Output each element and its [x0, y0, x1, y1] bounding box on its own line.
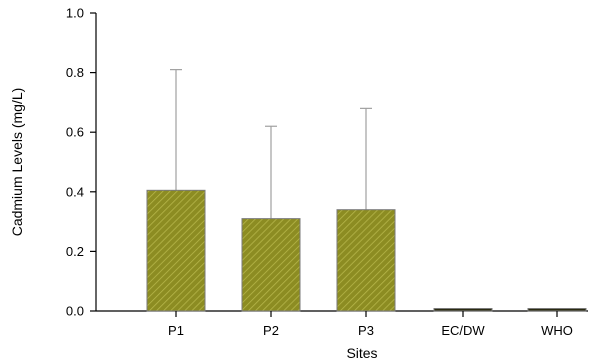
- y-axis-title: Cadmium Levels (mg/L): [9, 88, 25, 237]
- x-tick-label: P3: [358, 323, 374, 338]
- x-tick-label: P1: [168, 323, 184, 338]
- y-tick-group: 0.0 0.2 0.4 0.6 0.8 1.0: [66, 6, 96, 319]
- y-tick-label: 0.4: [66, 184, 84, 199]
- y-tick-label: 0.2: [66, 244, 84, 259]
- x-tick-group: P1 P2 P3 EC/DW WHO: [168, 311, 573, 338]
- x-axis-title: Sites: [346, 345, 377, 361]
- y-tick-label: 0.6: [66, 125, 84, 140]
- y-tick-label: 0.8: [66, 65, 84, 80]
- y-tick-label: 1.0: [66, 6, 84, 21]
- bar-group: [146, 69, 587, 312]
- x-tick-label: WHO: [541, 323, 573, 338]
- y-tick-label: 0.0: [66, 304, 84, 319]
- bar-p2: [241, 218, 301, 312]
- bar-who: [527, 308, 587, 312]
- bar-ec-dw: [433, 308, 493, 312]
- x-tick-label: P2: [263, 323, 279, 338]
- x-tick-label: EC/DW: [441, 323, 485, 338]
- bar-p3: [336, 209, 396, 312]
- bar-p1: [146, 189, 206, 312]
